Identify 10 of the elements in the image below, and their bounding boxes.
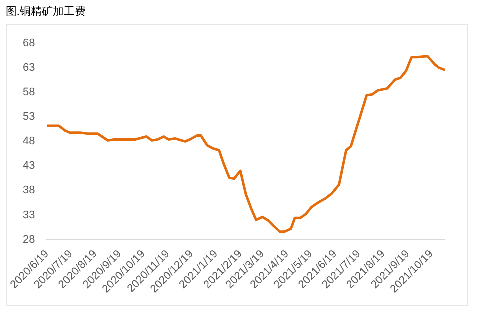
y-tick-label: 28 xyxy=(22,234,36,246)
y-tick-label: 48 xyxy=(22,136,36,148)
chart-title: 图.铜精矿加工费 xyxy=(6,4,86,19)
y-tick-label: 38 xyxy=(22,184,36,197)
y-tick-label: 43 xyxy=(22,160,36,172)
y-tick-label: 53 xyxy=(22,111,36,124)
y-tick-label: 33 xyxy=(22,209,36,222)
y-tick-label: 68 xyxy=(22,38,36,50)
y-tick-label: 58 xyxy=(22,86,36,99)
y-tick-label: 63 xyxy=(22,62,36,74)
